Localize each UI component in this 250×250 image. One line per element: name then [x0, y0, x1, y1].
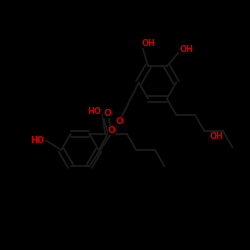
Text: OH: OH	[141, 39, 155, 48]
Text: O: O	[108, 126, 116, 134]
Text: HO: HO	[30, 136, 44, 145]
Text: OH: OH	[209, 132, 223, 141]
Text: HO: HO	[88, 107, 101, 116]
Text: OH: OH	[180, 45, 193, 54]
Text: O: O	[115, 117, 123, 126]
Text: O: O	[103, 109, 111, 118]
